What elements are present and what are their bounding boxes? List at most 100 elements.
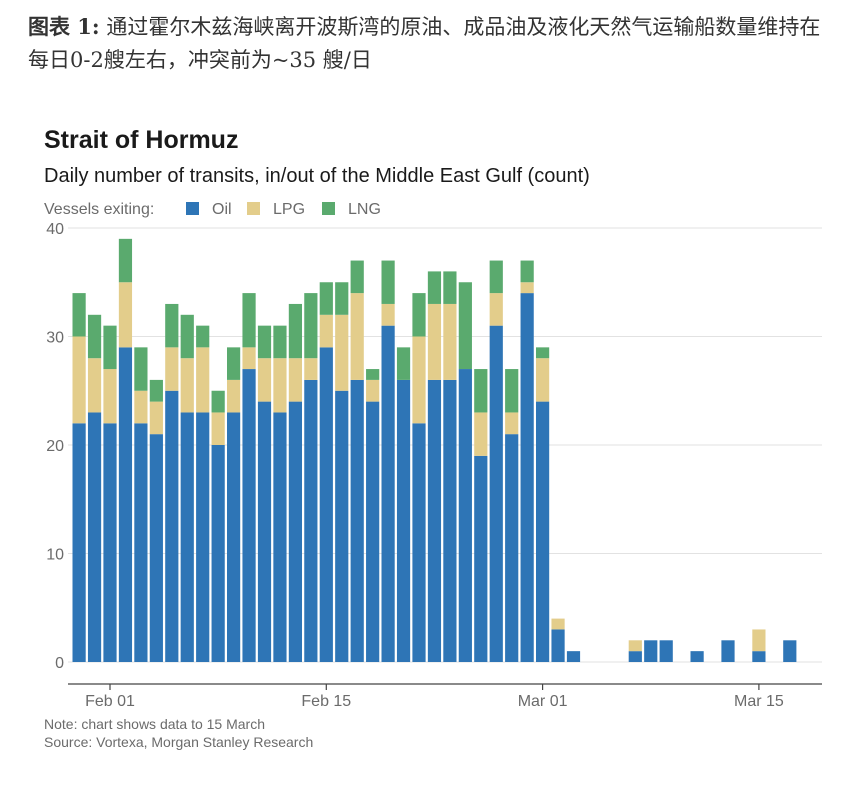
bar-lng-day-24	[474, 369, 488, 413]
bar-oil-day-11	[273, 412, 287, 662]
bar-lpg-day-7	[211, 412, 225, 445]
bar-oil-day-8	[227, 412, 241, 662]
bar-lpg-day-1	[118, 282, 133, 348]
bar-oil-day-7	[211, 445, 225, 662]
bar-oil-day-16	[350, 379, 364, 662]
bar-lpg-day-20	[412, 336, 426, 424]
caption-label: 图表 1:	[28, 14, 100, 39]
x-tick-label: Mar 15	[734, 693, 784, 710]
legend-swatch-oil	[186, 202, 199, 215]
bar-oil-day-2	[134, 423, 148, 662]
bar-lng-day-9	[242, 293, 256, 348]
bar-lpg-day-6	[196, 347, 210, 413]
bar-lpg-day-4	[165, 347, 179, 391]
bar-oil-day-10	[257, 401, 272, 662]
bar-lng-day-17	[366, 369, 380, 380]
bar-oil-day-25	[489, 325, 503, 662]
bar-oil-day-22	[443, 379, 457, 662]
bar-lng-day-5	[180, 314, 194, 359]
bar-lpg-day-17	[366, 379, 380, 402]
bar-oil-day-38	[690, 651, 704, 662]
bar-lng-day-18	[381, 260, 395, 304]
bar-oil-day--2	[72, 423, 86, 662]
bar-oil-day-3	[149, 434, 163, 662]
bar-lpg-day-16	[350, 293, 364, 380]
bar-oil-day-24	[474, 455, 488, 662]
bar-lpg-day-13	[304, 358, 318, 380]
bar-lng-day-0	[103, 325, 117, 370]
bar-lpg-day-21	[427, 303, 442, 380]
bar-lng-day-20	[412, 293, 426, 337]
bar-oil-day-40	[721, 640, 735, 662]
bar-oil-day-28	[536, 401, 550, 662]
legend-label-lpg: LPG	[273, 201, 305, 218]
bar-oil-day-36	[659, 640, 673, 662]
bar-oil-day-9	[242, 369, 256, 662]
bar-lng-day-12	[288, 303, 302, 359]
bar-lpg-day-18	[381, 303, 395, 326]
bar-oil-day-4	[165, 390, 179, 662]
bar-oil-day-44	[783, 640, 797, 662]
legend-swatch-lng	[322, 202, 335, 215]
bar-oil-day-1	[118, 347, 133, 662]
bar-lng-day-7	[211, 390, 225, 413]
bar-lpg-day--2	[72, 336, 86, 424]
bar-lng-day-22	[443, 271, 457, 304]
bar-lpg-day-3	[149, 401, 163, 435]
x-tick-label: Mar 01	[518, 693, 568, 710]
bar-lng-day-27	[520, 260, 534, 283]
bar-lpg-day-22	[443, 303, 457, 380]
bar-lng-day-1	[118, 238, 133, 283]
legend-label-lng: LNG	[348, 201, 381, 218]
y-tick-label: 40	[46, 221, 64, 238]
bar-lpg-day-25	[489, 293, 503, 326]
bar-lpg-day-0	[103, 369, 117, 424]
bar-lng-day-21	[427, 271, 442, 304]
bar-oil-day-21	[427, 379, 442, 662]
y-tick-label: 10	[46, 547, 64, 564]
bar-lpg-day-2	[134, 390, 148, 424]
bar-lpg-day-15	[335, 314, 349, 391]
bar-lpg-day-5	[180, 358, 194, 413]
bar-oil-day-14	[319, 347, 333, 662]
figure-caption: 图表 1: 通过霍尔木兹海峡离开波斯湾的原油、成品油及液化天然气运输船数量维持在…	[28, 10, 828, 77]
y-tick-label: 30	[46, 330, 64, 347]
bar-lng-day-23	[458, 282, 472, 370]
bar-oil-day-20	[412, 423, 426, 662]
bar-lng-day-4	[165, 303, 179, 348]
bar-oil-day-15	[335, 390, 349, 662]
bar-lng-day-6	[196, 325, 210, 348]
bar-lpg-day-24	[474, 412, 488, 456]
chart-source: Source: Vortexa, Morgan Stanley Research	[44, 734, 313, 750]
bar-lpg-day-14	[319, 314, 333, 348]
bar-lpg-day-8	[227, 379, 241, 413]
bar-oil-day-30	[566, 651, 581, 662]
bar-lng-day--2	[72, 293, 86, 337]
bar-lng-day-19	[396, 347, 411, 380]
bar-oil-day-12	[288, 401, 302, 662]
bar-lng-day-8	[227, 347, 241, 380]
bar-oil-day--1	[87, 412, 102, 662]
bar-lpg-day-27	[520, 282, 534, 294]
bar-oil-day-0	[103, 423, 117, 662]
bar-lng-day-14	[319, 282, 333, 315]
legend-swatch-lpg	[247, 202, 260, 215]
bar-oil-day-13	[304, 379, 318, 662]
bar-oil-day-29	[551, 629, 565, 662]
bar-lng-day-2	[134, 347, 148, 391]
legend-title: Vessels exiting:	[44, 201, 154, 218]
bar-oil-day-23	[458, 369, 472, 662]
y-tick-label: 0	[55, 655, 64, 672]
bar-oil-day-19	[396, 379, 411, 662]
chart-subtitle: Daily number of transits, in/out of the …	[44, 165, 590, 187]
chart-title: Strait of Hormuz	[44, 126, 238, 154]
bar-oil-day-35	[644, 640, 658, 662]
bar-lpg-day-12	[288, 358, 302, 402]
legend-label-oil: Oil	[212, 201, 232, 218]
caption-text: 通过霍尔木兹海峡离开波斯湾的原油、成品油及液化天然气运输船数量维持在每日0-2艘…	[28, 15, 821, 72]
bar-oil-day-5	[180, 412, 194, 662]
chart-note: Note: chart shows data to 15 March	[44, 716, 265, 732]
bars	[72, 238, 797, 662]
bar-lpg-day-26	[505, 412, 519, 435]
bar-oil-day-34	[628, 651, 642, 662]
